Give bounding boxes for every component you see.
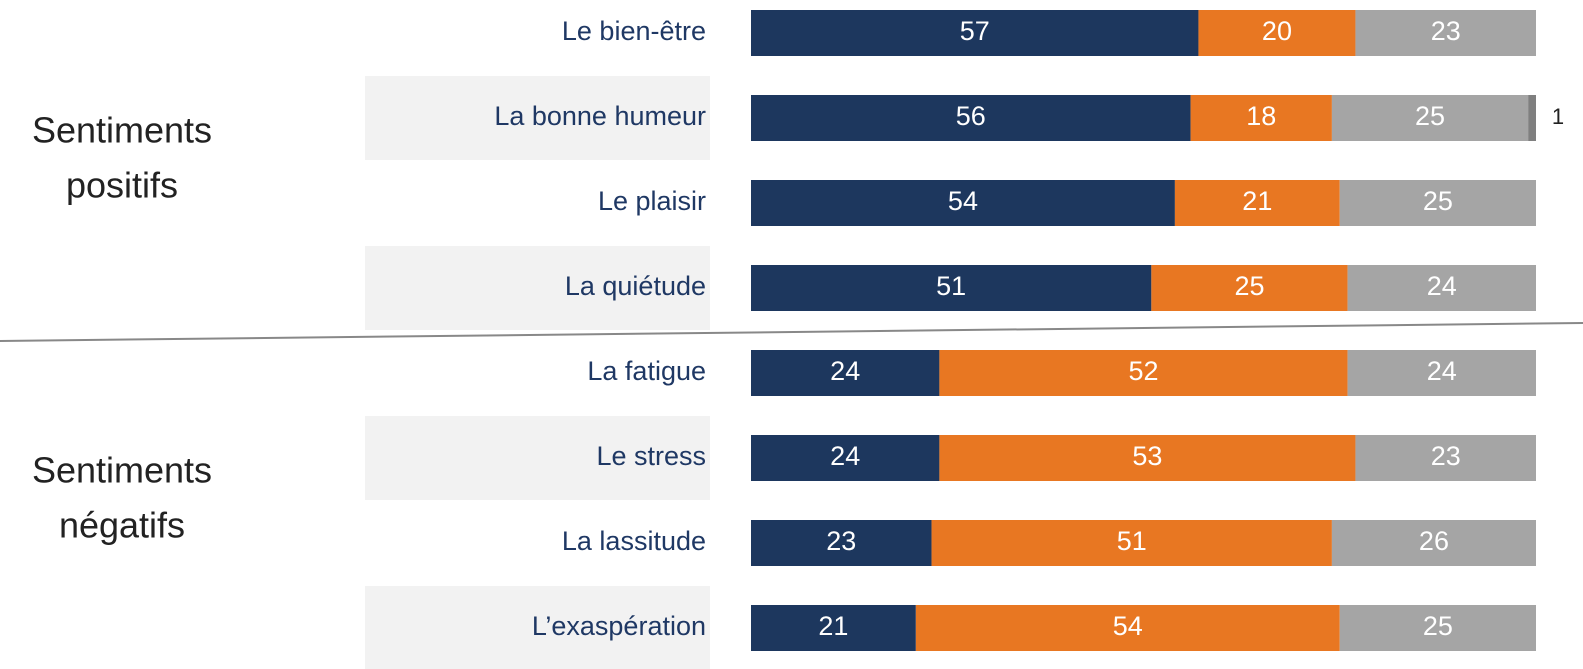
value-label: 52 — [1128, 356, 1158, 386]
category-label: Le stress — [596, 441, 706, 471]
value-label: 25 — [1423, 186, 1453, 216]
value-label: 23 — [1431, 441, 1461, 471]
bar-segment — [1347, 265, 1536, 311]
value-label: 53 — [1132, 441, 1162, 471]
bar-segment — [939, 350, 1348, 396]
value-label: 25 — [1234, 271, 1264, 301]
bar-segment — [751, 265, 1152, 311]
row-band — [365, 586, 710, 669]
bar-segment — [915, 605, 1340, 651]
bar-segment — [1355, 10, 1536, 56]
category-label: La bonne humeur — [494, 101, 706, 131]
category-label: La quiétude — [565, 271, 706, 301]
value-label: 54 — [948, 186, 978, 216]
value-label: 51 — [1117, 526, 1147, 556]
value-label: 51 — [936, 271, 966, 301]
bar-segment — [1347, 350, 1536, 396]
row-band — [365, 246, 710, 330]
value-label: 24 — [830, 441, 860, 471]
value-label: 24 — [830, 356, 860, 386]
bar-segment — [1151, 265, 1348, 311]
value-label: 56 — [956, 101, 986, 131]
bar-segment — [1339, 180, 1536, 226]
bar-segment — [1331, 520, 1536, 566]
bar-segment — [751, 520, 932, 566]
category-label: La fatigue — [587, 356, 706, 386]
bar-segment — [1339, 605, 1536, 651]
value-label: 54 — [1113, 611, 1143, 641]
bar-segment — [1198, 10, 1356, 56]
bar-segment — [751, 95, 1191, 141]
value-label: 24 — [1427, 271, 1457, 301]
category-label: L’exaspération — [532, 611, 706, 641]
value-label: 57 — [960, 16, 990, 46]
bar-segment — [751, 10, 1199, 56]
category-label: Le bien-être — [562, 16, 706, 46]
bar-segment — [1331, 95, 1529, 141]
bar-segment — [1355, 435, 1536, 481]
value-label: 21 — [818, 611, 848, 641]
bar-segment — [939, 435, 1356, 481]
value-label: 20 — [1262, 16, 1292, 46]
bar-segment — [1528, 95, 1536, 141]
value-label: 24 — [1427, 356, 1457, 386]
value-label: 23 — [1431, 16, 1461, 46]
row-band — [365, 76, 710, 160]
value-label: 1 — [1552, 104, 1564, 129]
row-band — [365, 416, 710, 500]
value-label: 23 — [826, 526, 856, 556]
category-label: La lassitude — [562, 526, 706, 556]
value-label: 25 — [1423, 611, 1453, 641]
bar-segment — [751, 350, 940, 396]
bar-segment — [751, 180, 1175, 226]
value-label: 26 — [1419, 526, 1449, 556]
bar-segment — [1174, 180, 1340, 226]
group-label: Sentiments — [32, 110, 212, 151]
category-label: Le plaisir — [598, 186, 706, 216]
group-label: négatifs — [59, 505, 185, 546]
group-label: Sentiments — [32, 450, 212, 491]
bar-segment — [931, 520, 1332, 566]
bar-segment — [751, 435, 940, 481]
value-label: 18 — [1246, 101, 1276, 131]
value-label: 21 — [1242, 186, 1272, 216]
group-divider — [0, 322, 1583, 342]
value-label: 25 — [1415, 101, 1445, 131]
bar-segment — [751, 605, 916, 651]
group-label: positifs — [66, 165, 178, 206]
bar-segment — [1190, 95, 1332, 141]
